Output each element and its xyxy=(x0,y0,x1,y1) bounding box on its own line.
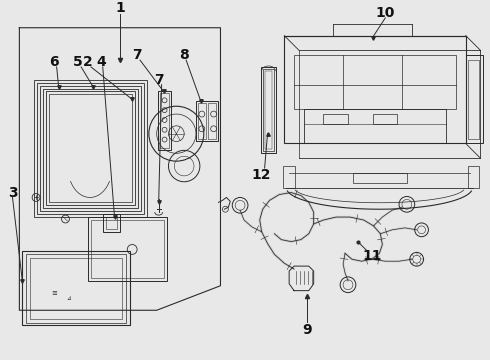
Bar xyxy=(196,101,218,140)
Bar xyxy=(160,94,170,148)
Text: 11: 11 xyxy=(363,249,382,263)
Bar xyxy=(353,173,407,183)
Text: 6: 6 xyxy=(49,55,58,69)
Bar xyxy=(30,258,122,319)
Bar xyxy=(43,89,138,208)
Text: 7: 7 xyxy=(132,48,142,62)
Bar xyxy=(198,103,206,139)
Text: 5: 5 xyxy=(74,55,83,69)
Bar xyxy=(261,67,276,153)
Bar xyxy=(372,114,397,124)
Bar xyxy=(263,69,274,151)
Text: ⊿: ⊿ xyxy=(66,296,71,301)
Bar xyxy=(34,80,147,217)
Text: 12: 12 xyxy=(252,168,271,182)
Text: 10: 10 xyxy=(376,6,395,20)
Bar xyxy=(466,55,483,144)
Text: 7: 7 xyxy=(154,73,164,87)
Bar xyxy=(467,60,479,139)
Bar xyxy=(106,217,118,229)
Bar xyxy=(88,217,167,281)
Bar xyxy=(284,36,466,144)
Bar xyxy=(37,83,144,214)
Bar xyxy=(208,103,216,139)
Bar xyxy=(49,94,132,202)
Bar xyxy=(294,55,456,109)
Bar xyxy=(46,91,135,205)
Text: 9: 9 xyxy=(302,323,312,337)
Bar xyxy=(265,71,272,149)
Bar xyxy=(103,214,121,232)
Bar xyxy=(26,255,126,323)
Bar xyxy=(91,220,164,278)
Text: 1: 1 xyxy=(116,1,125,15)
Bar xyxy=(158,91,172,150)
Bar xyxy=(323,114,348,124)
Text: 8: 8 xyxy=(179,48,189,62)
Bar xyxy=(467,166,479,188)
Text: ≡: ≡ xyxy=(51,291,57,297)
Bar xyxy=(304,109,446,144)
Text: 2: 2 xyxy=(83,55,93,69)
Text: 4: 4 xyxy=(96,55,106,69)
Bar xyxy=(40,86,141,211)
Bar xyxy=(283,166,295,188)
Text: 3: 3 xyxy=(8,185,17,199)
Bar xyxy=(23,251,130,325)
